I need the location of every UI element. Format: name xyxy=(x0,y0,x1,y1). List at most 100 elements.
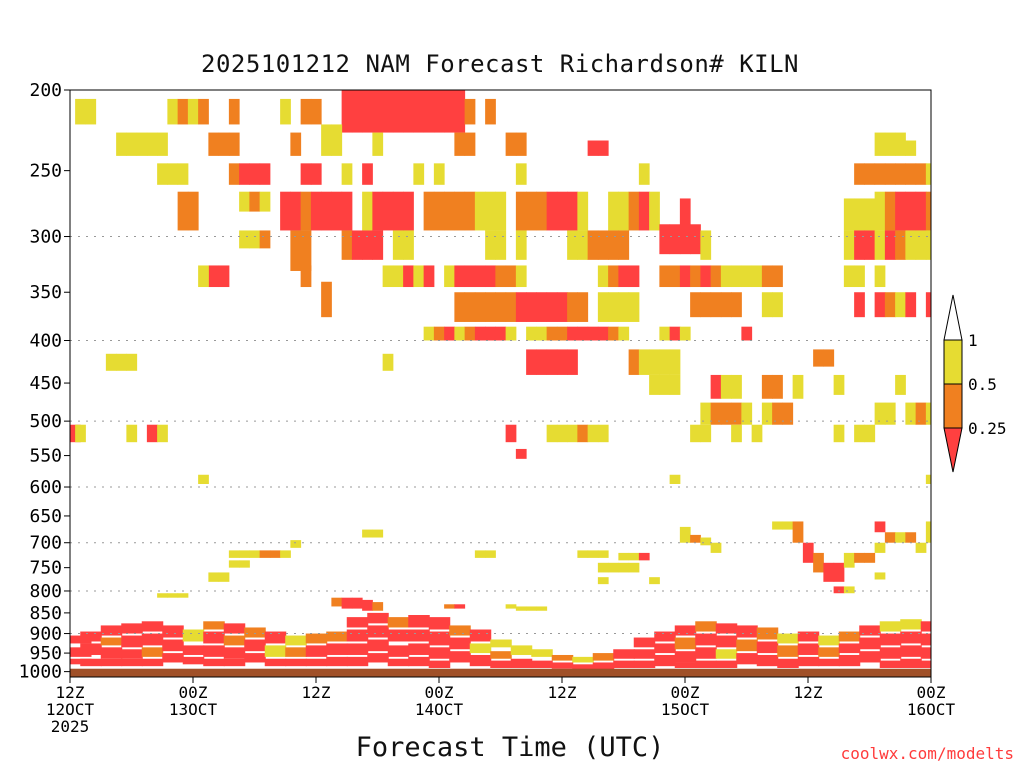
ri-cell xyxy=(167,593,179,598)
ri-cell xyxy=(854,230,865,260)
ri-cell xyxy=(546,326,558,341)
colorbar-swatch-mid xyxy=(943,383,963,429)
bl-streak xyxy=(428,617,451,630)
ri-cell xyxy=(690,292,701,318)
bl-streak xyxy=(141,633,164,646)
ri-cell xyxy=(925,292,931,318)
ri-cell xyxy=(905,230,917,260)
ri-cell xyxy=(710,374,722,399)
bl-streak xyxy=(674,651,697,663)
ri-cell xyxy=(884,132,896,156)
ri-cell xyxy=(372,230,384,260)
ri-cell xyxy=(556,349,568,375)
ri-cell xyxy=(659,224,671,255)
y-tick-label: 600 xyxy=(29,477,62,498)
bl-streak xyxy=(408,615,430,628)
ri-cell xyxy=(198,265,209,288)
bl-streak xyxy=(428,660,451,668)
bl-streak xyxy=(715,623,738,634)
ri-cell xyxy=(556,191,568,231)
ri-cell xyxy=(925,163,931,185)
ri-cell xyxy=(854,292,865,318)
bl-streak xyxy=(428,647,451,659)
bl-streak xyxy=(264,658,287,667)
ri-cell xyxy=(505,132,517,156)
ri-cell xyxy=(761,402,773,425)
bl-streak xyxy=(818,658,840,667)
bl-streak xyxy=(674,625,697,636)
ri-cell xyxy=(710,265,722,288)
ri-cell xyxy=(116,132,127,156)
y-tick-label: 500 xyxy=(29,411,62,432)
ri-cell xyxy=(761,374,773,399)
ri-cell xyxy=(659,374,671,395)
bl-streak xyxy=(223,623,246,634)
ri-cell xyxy=(536,349,548,375)
ri-cell xyxy=(710,402,722,425)
ri-cell xyxy=(925,474,931,484)
ri-cell xyxy=(915,191,927,231)
ri-cell xyxy=(515,606,527,611)
ri-cell xyxy=(792,521,804,543)
ri-cell xyxy=(772,374,783,399)
ri-cell xyxy=(403,191,414,231)
ri-cell xyxy=(895,532,906,543)
ri-cell xyxy=(679,265,691,288)
ri-cell xyxy=(741,265,753,288)
bl-streak xyxy=(121,623,143,634)
bl-streak xyxy=(900,619,922,630)
ri-cell xyxy=(157,132,168,156)
ri-cell xyxy=(843,198,855,231)
ri-cell xyxy=(392,265,404,288)
ri-cell xyxy=(382,353,394,371)
ri-cell xyxy=(485,326,496,341)
bl-streak xyxy=(551,654,574,661)
bl-streak xyxy=(777,645,799,657)
ri-cell xyxy=(751,424,763,443)
bl-streak xyxy=(80,658,102,667)
ri-cell xyxy=(628,562,640,573)
bl-streak xyxy=(695,633,717,646)
ri-cell xyxy=(341,90,353,133)
bl-streak xyxy=(141,647,164,657)
bl-streak xyxy=(613,649,635,659)
ri-cell xyxy=(690,424,701,443)
ri-cell xyxy=(454,132,466,156)
ri-cell xyxy=(372,90,384,133)
ri-cell xyxy=(454,265,466,288)
ri-cell xyxy=(874,265,886,288)
ri-cell xyxy=(669,326,681,341)
ri-cell xyxy=(321,124,332,156)
ri-cell xyxy=(362,163,373,185)
ri-cell xyxy=(444,90,455,133)
ri-cell xyxy=(515,163,527,185)
bl-streak xyxy=(387,617,410,628)
ri-cell xyxy=(597,230,609,260)
bl-streak xyxy=(223,635,246,646)
credit-text: coolwx.com/modelts xyxy=(840,744,1014,763)
ri-cell xyxy=(772,402,783,425)
ri-cell xyxy=(485,98,496,125)
ri-cell xyxy=(884,230,896,260)
ri-cell xyxy=(577,292,589,322)
ri-cell xyxy=(85,98,97,125)
ri-cell xyxy=(608,292,619,322)
bl-streak xyxy=(777,633,799,644)
ri-cell xyxy=(290,132,302,156)
ri-cell xyxy=(464,98,476,125)
ri-cell xyxy=(854,163,865,185)
ri-cell xyxy=(823,349,835,367)
ri-cell xyxy=(546,191,558,231)
ri-cell xyxy=(423,265,435,288)
ri-cell xyxy=(259,191,271,212)
ri-cell xyxy=(495,265,507,288)
ri-cell xyxy=(269,550,281,558)
bl-streak xyxy=(428,631,451,646)
cells-layer xyxy=(70,90,931,611)
ri-cell xyxy=(843,265,855,288)
ri-cell xyxy=(474,550,486,558)
ri-cell xyxy=(884,191,896,231)
bl-streak xyxy=(469,654,492,667)
ri-cell xyxy=(649,374,660,395)
x-tick-label: 2025 xyxy=(51,717,90,736)
